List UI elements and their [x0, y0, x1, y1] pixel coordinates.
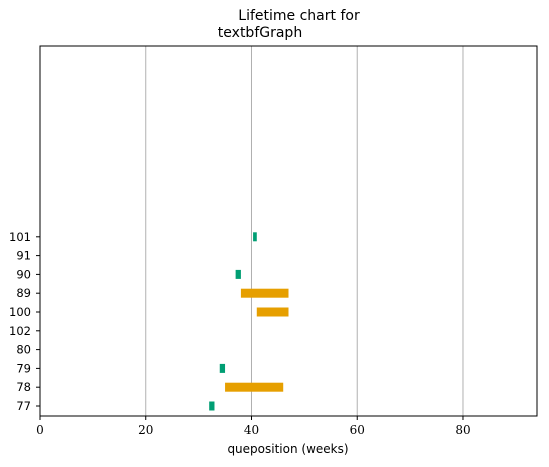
lifetime-bar-77 [209, 401, 215, 411]
y-tick-label: 102 [9, 324, 31, 338]
lifetime-bar-101 [253, 232, 257, 242]
y-tick-label: 101 [9, 230, 31, 244]
y-tick-label: 89 [16, 286, 31, 300]
lifetime-bars [209, 232, 289, 411]
x-tick-label: 0 [36, 423, 44, 437]
lifetime-bar-100 [256, 307, 289, 317]
x-tick-label: 20 [138, 423, 153, 437]
plot-area-frame [39, 45, 538, 417]
y-axis-ticks: 77 78 79 80 102 100 89 90 91 101 [9, 230, 40, 413]
y-tick-label: 90 [16, 267, 31, 281]
lifetime-bar-79 [219, 363, 226, 373]
y-tick-label: 100 [9, 305, 31, 319]
y-tick-label: 80 [16, 343, 31, 357]
x-tick-label: 60 [350, 423, 365, 437]
lifetime-bar-90 [235, 269, 241, 279]
y-tick-label: 78 [16, 380, 31, 394]
y-tick-label: 77 [16, 399, 31, 413]
x-tick-label: 80 [455, 423, 470, 437]
x-axis-label: queposition (weeks) [227, 442, 348, 456]
x-axis-ticks: 0 20 40 60 80 [36, 416, 471, 437]
y-tick-label: 91 [16, 249, 31, 263]
chart-title-line-1: Lifetime chart for [238, 8, 360, 24]
lifetime-bar-78 [225, 382, 284, 392]
lifetime-bar-89 [240, 288, 289, 298]
x-gridlines [145, 46, 464, 416]
y-tick-label: 79 [16, 361, 31, 375]
chart-title-line-2: textbfGraph [218, 25, 302, 41]
x-tick-label: 40 [244, 423, 259, 437]
